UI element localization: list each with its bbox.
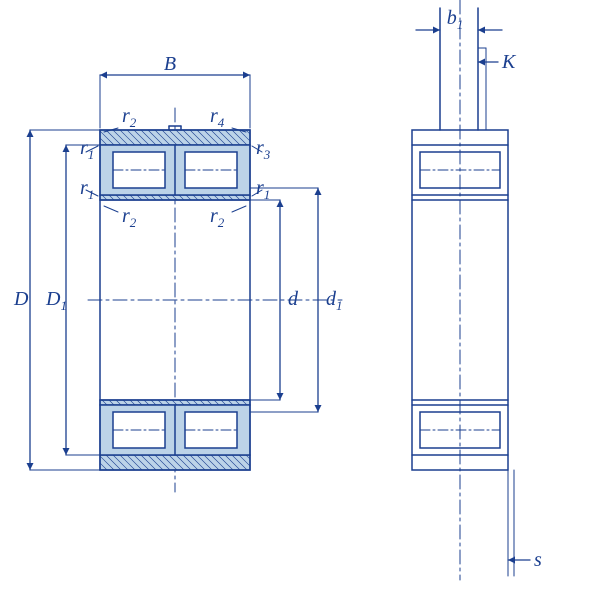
svg-text:D: D — [13, 288, 29, 310]
svg-text:d: d — [288, 288, 299, 310]
svg-text:s: s — [534, 549, 542, 571]
svg-text:K: K — [501, 51, 517, 73]
bearing-diagram: DD1dd1Bb1Ksr2r4r1r3r1r1r2r2 — [0, 0, 600, 600]
svg-text:B: B — [164, 53, 176, 75]
